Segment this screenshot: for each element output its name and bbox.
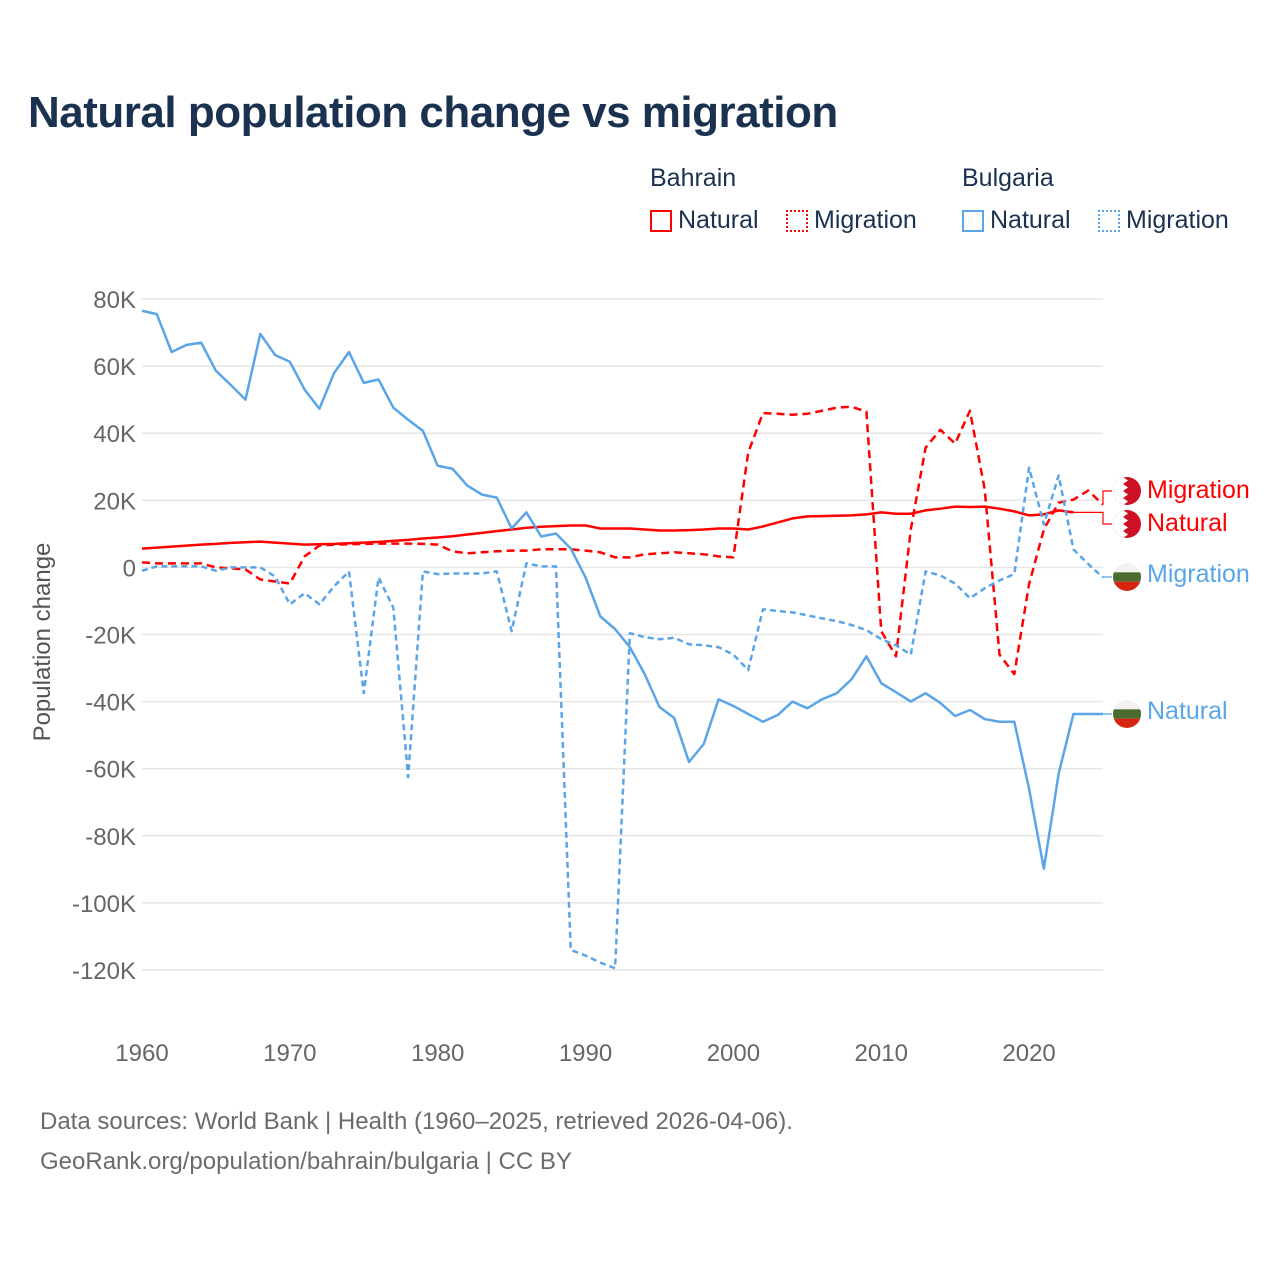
chart-title: Natural population change vs migration [28,88,838,137]
legend-label: Migration [1126,206,1229,234]
y-tick-label: -100K [72,891,136,918]
bulgaria-flag-icon [1113,563,1141,591]
flag-white [1113,477,1128,505]
x-tick-label: 1990 [559,1040,612,1067]
solid-swatch-icon [650,209,672,232]
legend-bahrain-migration[interactable]: Migration [786,206,917,235]
legend-label: Natural [678,206,759,234]
y-axis-label: Population change [29,543,56,742]
source-url: GeoRank.org/population/bahrain/bulgaria … [40,1148,572,1175]
label-connector [1102,490,1112,505]
x-tick-label: 2020 [1002,1040,1055,1067]
flag-green [1113,709,1141,719]
flag-red [1113,718,1141,728]
end-label-bahrain-migration: Migration [1147,476,1250,504]
legend-bahrain-natural[interactable]: Natural [650,206,759,235]
series-line-bahrain_natural [141,505,1074,550]
y-tick-label: 80K [93,287,136,314]
bahrain-flag-icon [1113,510,1141,538]
dotted-swatch-icon [786,209,808,232]
series-line-bulgaria_natural [141,309,1103,870]
source-note: Data sources: World Bank | Health (1960–… [40,1108,793,1135]
y-tick-label: -40K [85,690,136,717]
y-tick-label: 60K [93,354,136,381]
flag-white [1113,563,1141,573]
legend-label: Natural [990,206,1071,234]
series-line-bahrain_migration [141,405,1104,676]
y-tick-label: -80K [85,824,136,851]
flag-red [1113,581,1141,591]
x-tick-label: 2000 [707,1040,760,1067]
x-tick-label: 1960 [115,1040,168,1067]
y-tick-label: 20K [93,488,136,515]
y-tick-label: -60K [85,757,136,784]
x-tick-label: 2010 [855,1040,908,1067]
label-connector [1073,511,1112,525]
end-label-bulgaria-migration: Migration [1147,560,1250,588]
y-tick-label: 0 [123,555,136,582]
legend-group-bulgaria: Bulgaria [962,164,1054,192]
legend-bulgaria-natural[interactable]: Natural [962,206,1071,235]
legend-group-bahrain: Bahrain [650,164,737,192]
legend-label: Migration [814,206,917,234]
legend-bulgaria-migration[interactable]: Migration [1098,206,1229,235]
bahrain-flag-icon [1113,477,1141,505]
series-line-bulgaria_migration [141,466,1104,970]
end-label-bahrain-natural: Natural [1147,509,1228,537]
end-label-bulgaria-natural: Natural [1147,697,1228,725]
flag-white [1113,510,1128,538]
bulgaria-flag-icon [1113,700,1141,728]
x-tick-label: 1980 [411,1040,464,1067]
flag-white [1113,700,1141,710]
solid-swatch-icon [962,209,984,232]
y-tick-label: 40K [93,421,136,448]
flag-green [1113,572,1141,582]
x-tick-label: 1970 [263,1040,316,1067]
dotted-swatch-icon [1098,209,1120,232]
y-tick-label: -20K [85,623,136,650]
y-tick-label: -120K [72,958,136,985]
